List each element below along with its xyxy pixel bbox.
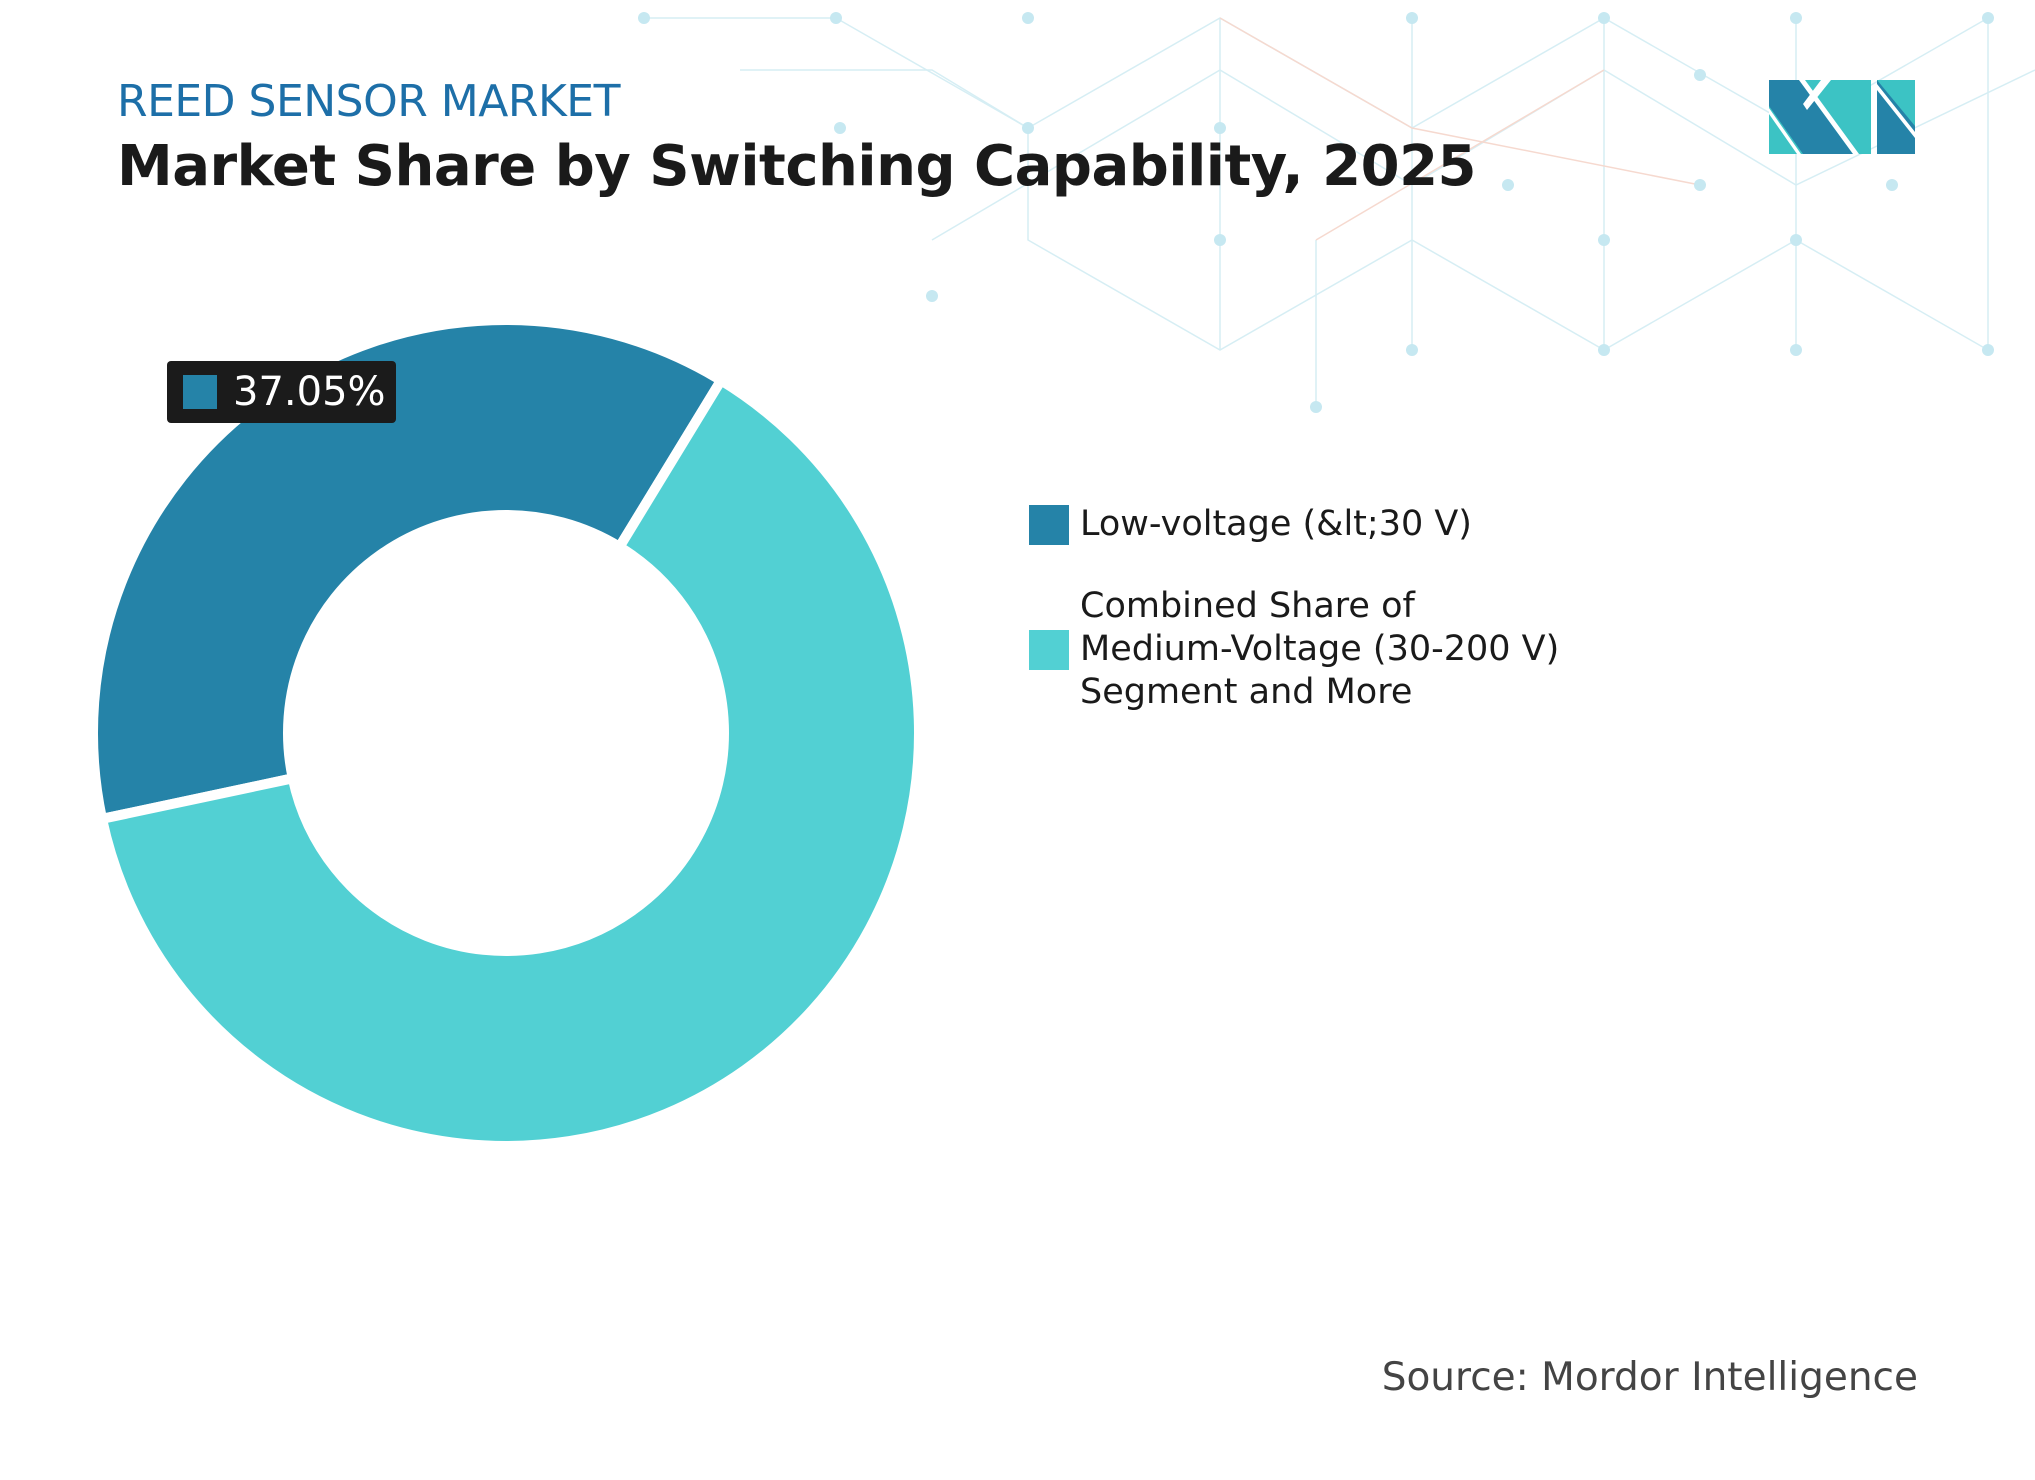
background-hex-pattern bbox=[638, 12, 2035, 413]
legend-label-line: Medium-Voltage (30-200 V) bbox=[1080, 629, 1560, 669]
source-note: Source: Mordor Intelligence bbox=[1381, 1355, 1918, 1400]
legend-label-line: Combined Share of bbox=[1080, 586, 1415, 626]
donut-slice-1 bbox=[96, 373, 924, 1151]
donut-slice-0 bbox=[88, 315, 728, 825]
legend-label: Combined Share of Medium-Voltage (30-200… bbox=[1080, 585, 1559, 714]
mordor-intelligence-logo bbox=[1769, 80, 1915, 154]
legend-label: Low-voltage (&lt;30 V) bbox=[1080, 504, 1472, 544]
legend-swatch bbox=[1029, 630, 1069, 670]
legend-swatch bbox=[1029, 505, 1069, 545]
legend-label-line: Segment and More bbox=[1080, 672, 1413, 712]
data-label-text: 37.05% bbox=[233, 369, 386, 415]
chart-kicker: REED SENSOR MARKET bbox=[117, 76, 620, 127]
data-label-low-voltage: 37.05% bbox=[167, 361, 396, 423]
chart-title: Market Share by Switching Capability, 20… bbox=[117, 134, 1477, 199]
data-label-swatch bbox=[183, 375, 217, 409]
